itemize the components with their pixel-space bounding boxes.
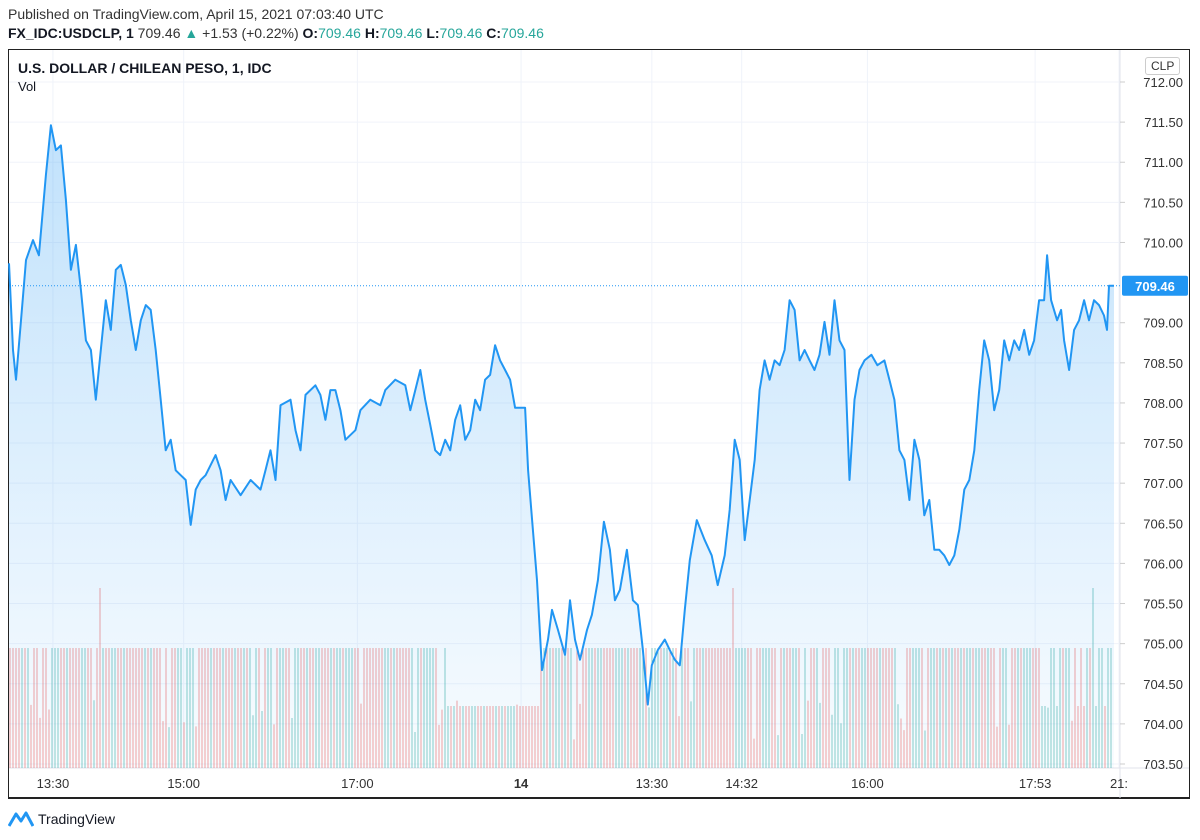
price-tick-label: 710.00 bbox=[1143, 235, 1183, 250]
chart-frame bbox=[8, 49, 1190, 799]
time-tick-label: 21: bbox=[1110, 776, 1128, 791]
price-tick-label: 712.00 bbox=[1143, 75, 1183, 90]
published-info: Published on TradingView.com, April 15, … bbox=[8, 6, 384, 22]
price-area-fill bbox=[9, 125, 1114, 769]
time-tick-label: 13:30 bbox=[37, 776, 70, 791]
price-tick-label: 708.00 bbox=[1143, 396, 1183, 411]
price-tick-label: 707.00 bbox=[1143, 476, 1183, 491]
price-tick-label: 707.50 bbox=[1143, 436, 1183, 451]
price-tick-label: 706.00 bbox=[1143, 556, 1183, 571]
close-value: 709.46 bbox=[501, 25, 544, 41]
price-tick-label: 703.50 bbox=[1143, 757, 1183, 772]
price-tick-label: 706.50 bbox=[1143, 516, 1183, 531]
price-tick-label: 705.00 bbox=[1143, 637, 1183, 652]
price-tick-label: 708.50 bbox=[1143, 356, 1183, 371]
close-label: C: bbox=[486, 25, 502, 41]
price-tick-label: 705.50 bbox=[1143, 597, 1183, 612]
low-label: L: bbox=[426, 25, 440, 41]
time-tick-label: 16:00 bbox=[851, 776, 884, 791]
price-tick-label: 704.50 bbox=[1143, 677, 1183, 692]
price-line bbox=[8, 124, 1114, 706]
price-tick-label: 709.00 bbox=[1143, 316, 1183, 331]
price-change: +1.53 (+0.22%) bbox=[202, 25, 299, 41]
volume-label: Vol bbox=[18, 79, 37, 94]
time-tick-label: 14 bbox=[514, 776, 529, 791]
price-tick-label: 704.00 bbox=[1143, 717, 1183, 732]
price-tick-label: 710.50 bbox=[1143, 195, 1183, 210]
time-tick-label: 14:32 bbox=[725, 776, 758, 791]
time-tick-label: 17:00 bbox=[341, 776, 374, 791]
high-value: 709.46 bbox=[379, 25, 423, 41]
symbol-name: FX_IDC:USDCLP, 1 bbox=[8, 25, 134, 41]
last-price-badge bbox=[1122, 275, 1188, 296]
chart-title: U.S. DOLLAR / CHILEAN PESO, 1, IDC bbox=[18, 60, 272, 76]
time-tick-label: 13:30 bbox=[636, 776, 669, 791]
tradingview-logo-text: TradingView bbox=[38, 811, 116, 827]
open-value: 709.46 bbox=[318, 25, 361, 41]
tradingview-logo[interactable]: TradingView bbox=[8, 810, 115, 828]
price-tick-label: 711.00 bbox=[1144, 155, 1183, 170]
tradingview-logo-icon bbox=[8, 811, 34, 827]
last-price: 709.46 bbox=[137, 25, 181, 41]
price-tick-label: 711.50 bbox=[1144, 115, 1183, 130]
up-arrow-icon: ▲ bbox=[184, 25, 199, 41]
open-label: O: bbox=[302, 25, 319, 41]
symbol-info-bar: FX_IDC:USDCLP, 1 709.46 ▲ +1.53 (+0.22%)… bbox=[8, 25, 544, 41]
time-tick-label: 15:00 bbox=[167, 776, 200, 791]
high-label: H: bbox=[364, 25, 380, 41]
low-value: 709.46 bbox=[439, 25, 483, 41]
time-tick-label: 17:53 bbox=[1019, 776, 1052, 791]
last-price-badge-label: 709.46 bbox=[1135, 279, 1175, 294]
currency-button[interactable]: CLP bbox=[1145, 57, 1181, 75]
